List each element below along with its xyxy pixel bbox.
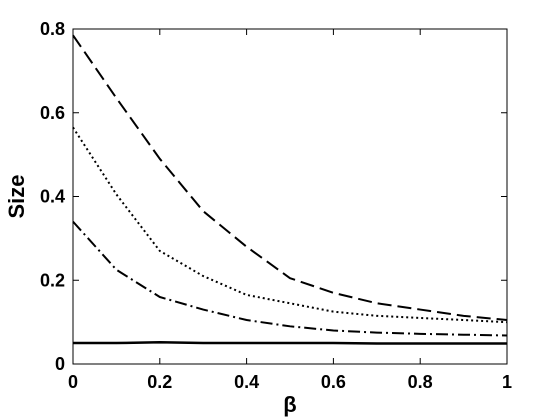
y-tick-label: 0 — [55, 354, 65, 374]
series-line-dotted — [72, 126, 508, 324]
x-tick-label: 0.6 — [321, 372, 346, 392]
y-tick-label: 0.2 — [40, 270, 65, 290]
x-tick-label: 0.8 — [408, 372, 433, 392]
axis-ticks: 0 0.2 0.4 0.6 0.8 1 0 0.2 0.4 0.6 0.8 — [40, 19, 512, 392]
x-tick-label: 0.4 — [234, 372, 259, 392]
x-axis-title: β — [283, 392, 296, 417]
series-line-dashdot — [72, 220, 508, 337]
plot-area — [72, 34, 508, 345]
series-line-dashed — [72, 34, 508, 322]
series-line-solid — [73, 340, 507, 345]
y-tick-label: 0.4 — [40, 187, 65, 207]
x-tick-label: 0.2 — [147, 372, 172, 392]
x-tick-label: 0 — [68, 372, 78, 392]
y-axis-title: Size — [4, 174, 29, 218]
y-tick-label: 0.6 — [40, 103, 65, 123]
x-tick-label: 1 — [502, 372, 512, 392]
y-tick-label: 0.8 — [40, 19, 65, 39]
plot-frame — [72, 28, 508, 365]
